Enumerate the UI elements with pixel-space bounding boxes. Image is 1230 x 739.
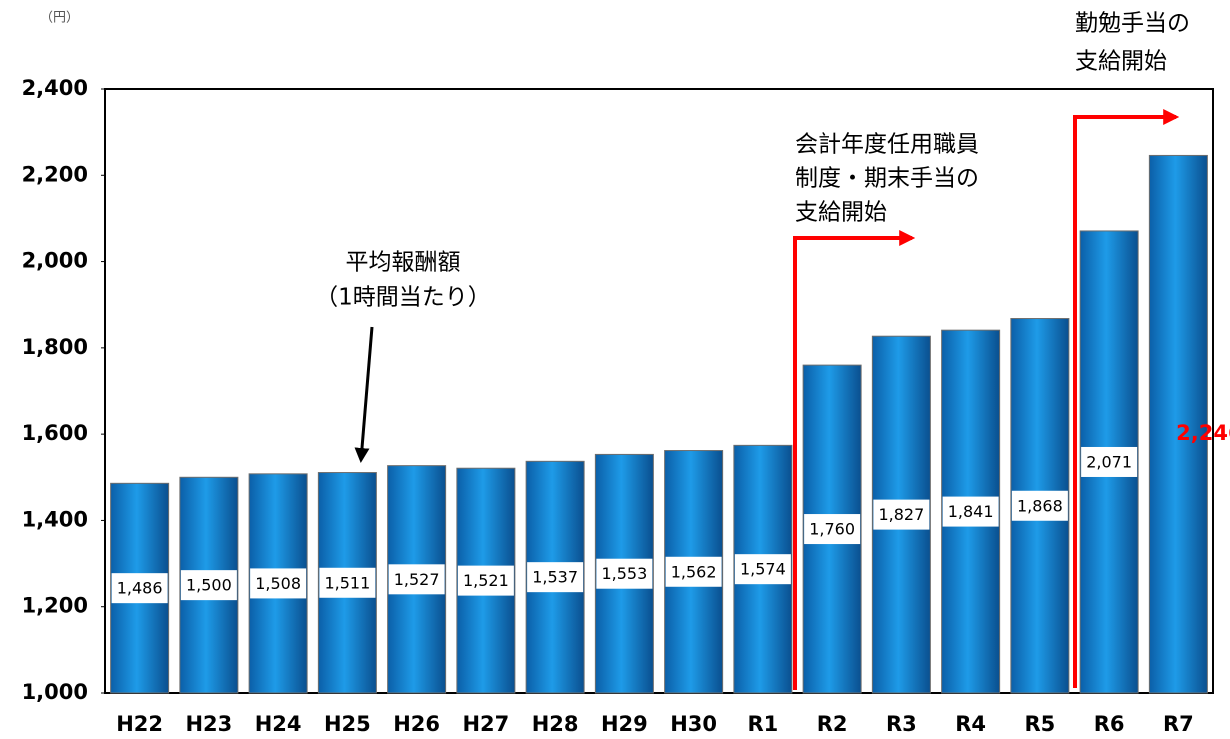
x-tick-label: H28 xyxy=(532,712,579,736)
value-label: 1,527 xyxy=(394,570,440,589)
y-tick-label: 1,600 xyxy=(22,421,88,445)
value-label-box xyxy=(388,564,445,595)
x-tick-label: R1 xyxy=(747,712,778,736)
value-label: 1,574 xyxy=(740,560,786,579)
x-tick-label: H24 xyxy=(255,712,302,736)
value-label-box xyxy=(804,514,861,545)
x-tick-label: H26 xyxy=(393,712,440,736)
value-label-box xyxy=(250,568,307,599)
arrow xyxy=(354,326,374,463)
x-tick-label: H27 xyxy=(462,712,509,736)
value-label-box xyxy=(942,496,999,527)
y-tick-label: 2,400 xyxy=(22,76,88,100)
x-tick-label: H29 xyxy=(601,712,648,736)
x-tick-label: R6 xyxy=(1094,712,1125,736)
annotation: 平均報酬額 xyxy=(346,250,461,276)
y-tick-label: 2,200 xyxy=(22,162,88,186)
unit-label: （円） xyxy=(40,11,79,26)
value-label-box xyxy=(1011,490,1068,521)
annotation: 会計年度任用職員 xyxy=(795,132,979,158)
x-tick-label: R7 xyxy=(1163,712,1194,736)
bars xyxy=(110,154,1208,694)
annotation: 支給開始 xyxy=(795,200,887,226)
value-label: 1,500 xyxy=(186,576,232,595)
annotation: 制度・期末手当の xyxy=(795,166,979,192)
value-label: 1,760 xyxy=(809,520,855,539)
annotation: 支給開始 xyxy=(1075,49,1167,75)
value-label-box xyxy=(527,562,584,593)
value-label: 1,553 xyxy=(601,564,647,583)
value-label-box xyxy=(319,567,376,598)
value-label: 2,071 xyxy=(1086,452,1132,471)
x-tick-label: R2 xyxy=(817,712,848,736)
value-label: 1,521 xyxy=(463,571,509,590)
x-tick-label: R4 xyxy=(955,712,986,736)
annotation: （1時間当たり） xyxy=(315,285,491,311)
value-label: 1,511 xyxy=(324,573,370,592)
value-label: 1,486 xyxy=(117,579,163,598)
value-label-box xyxy=(734,554,791,585)
y-tick-label: 2,000 xyxy=(22,249,88,273)
value-label-box xyxy=(665,556,722,587)
x-tick-label: R5 xyxy=(1024,712,1055,736)
y-tick-label: 1,400 xyxy=(22,507,88,531)
value-label: 1,508 xyxy=(255,574,301,593)
arrow xyxy=(1073,109,1180,688)
x-tick-label: H22 xyxy=(116,712,163,736)
value-label: 1,827 xyxy=(878,505,924,524)
value-label: 1,841 xyxy=(948,502,994,521)
value-label-box xyxy=(457,565,514,596)
arrow xyxy=(793,230,916,690)
plot-frame xyxy=(104,88,1214,694)
value-label-box xyxy=(111,573,168,604)
bar xyxy=(1148,154,1208,694)
value-label: 1,537 xyxy=(532,568,578,587)
value-label: 1,562 xyxy=(671,562,717,581)
y-tick-label: 1,200 xyxy=(22,594,88,618)
x-tick-label: H23 xyxy=(185,712,232,736)
value-label: 1,868 xyxy=(1017,496,1063,515)
value-label: 2,246 xyxy=(1176,421,1230,445)
y-tick-label: 1,800 xyxy=(22,335,88,359)
value-label-box xyxy=(1081,446,1138,477)
x-tick-label: H30 xyxy=(670,712,717,736)
annotation: 勤勉手当の xyxy=(1075,11,1190,37)
value-label-box xyxy=(180,570,237,601)
x-tick-label: H25 xyxy=(324,712,371,736)
value-label-box xyxy=(873,499,930,530)
value-label-box xyxy=(596,558,653,589)
x-tick-label: R3 xyxy=(886,712,917,736)
y-tick-label: 1,000 xyxy=(22,680,88,704)
